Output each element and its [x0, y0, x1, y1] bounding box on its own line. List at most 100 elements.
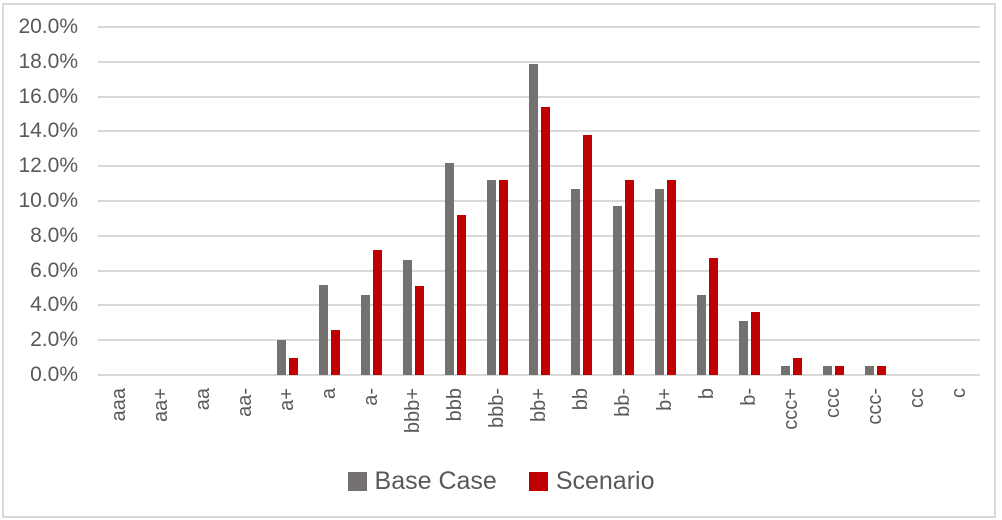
category-cell-aa-: [224, 27, 266, 375]
gridline-4.0%: [98, 304, 980, 307]
x-tick-label-bb: bb: [570, 388, 592, 411]
gridline-6.0%: [98, 269, 980, 272]
gridline-14.0%: [98, 130, 980, 133]
bar-scenario-bb: [582, 134, 592, 375]
gridline-18.0%: [98, 60, 980, 63]
category-cell-bbb+: [392, 27, 434, 375]
x-tick-cell-c: c: [938, 388, 980, 464]
bar-base-case-bb-: [612, 206, 622, 375]
bar-scenario-bbb+: [414, 286, 424, 375]
y-tick-label-12.0%: 12.0%: [18, 154, 78, 178]
x-tick-label-b+: b+: [654, 388, 676, 411]
x-tick-label-a: a: [318, 388, 340, 400]
bar-base-case-ccc: [822, 366, 832, 375]
category-cell-aa: [182, 27, 224, 375]
bar-base-case-ccc+: [780, 366, 790, 375]
category-cell-ccc: [812, 27, 854, 375]
bar-base-case-ccc-: [864, 366, 874, 375]
bar-base-case-bb+: [528, 63, 538, 375]
x-tick-cell-ccc+: ccc+: [770, 388, 812, 464]
x-tick-label-bb-: bb-: [612, 388, 634, 417]
gridline-16.0%: [98, 95, 980, 98]
legend-item-base-case: Base Case: [347, 466, 497, 496]
x-tick-cell-a+: a+: [266, 388, 308, 464]
bar-base-case-bbb: [444, 162, 454, 375]
y-tick-label-14.0%: 14.0%: [18, 119, 78, 143]
y-tick-label-16.0%: 16.0%: [18, 84, 78, 108]
gridline-20.0%: [98, 26, 980, 28]
x-tick-cell-a-: a-: [350, 388, 392, 464]
x-tick-label-b-: b-: [738, 388, 760, 406]
bar-scenario-bb-: [624, 180, 634, 375]
x-tick-label-cc: cc: [906, 388, 928, 408]
x-tick-cell-bbb+: bbb+: [392, 388, 434, 464]
x-tick-label-b: b: [695, 388, 718, 400]
category-cell-a-: [350, 27, 392, 375]
bar-scenario-bb+: [540, 107, 550, 375]
bar-base-case-bb: [570, 188, 580, 375]
bar-base-case-b-: [738, 321, 748, 375]
category-cell-c: [938, 27, 980, 375]
x-tick-cell-bbb-: bbb-: [476, 388, 518, 464]
legend-label-scenario: Scenario: [555, 467, 655, 495]
x-tick-cell-cc: cc: [896, 388, 938, 464]
x-tick-label-aa-: aa-: [234, 388, 256, 417]
legend-item-scenario: Scenario: [528, 466, 655, 496]
x-tick-cell-aa-: aa-: [224, 388, 266, 464]
x-tick-cell-b+: b+: [644, 388, 686, 464]
bar-base-case-b+: [654, 188, 664, 375]
bar-base-case-a-: [360, 294, 370, 375]
category-cell-a: [308, 27, 350, 375]
x-tick-cell-ccc: ccc: [812, 388, 854, 464]
y-tick-label-2.0%: 2.0%: [30, 328, 78, 352]
y-tick-label-4.0%: 4.0%: [30, 293, 78, 317]
category-cell-bb: [560, 27, 602, 375]
bar-scenario-b+: [666, 180, 676, 375]
x-tick-cell-bbb: bbb: [434, 388, 476, 464]
x-tick-cell-aa+: aa+: [140, 388, 182, 464]
y-tick-label-8.0%: 8.0%: [30, 223, 78, 247]
category-cell-aa+: [140, 27, 182, 375]
x-tick-cell-aa: aa: [182, 388, 224, 464]
bar-scenario-b-: [750, 312, 760, 375]
y-axis-labels: 0.0% 2.0% 4.0% 6.0% 8.0% 10.0% 12.0% 14.0% 16.0%…: [0, 15, 80, 386]
gridline-12.0%: [98, 165, 980, 168]
x-tick-cell-bb: bb: [560, 388, 602, 464]
x-tick-label-bbb+: bbb+: [401, 388, 424, 434]
y-tick-label-0.0%: 0.0%: [30, 363, 78, 386]
x-tick-label-bb+: bb+: [528, 388, 550, 422]
bar-scenario-ccc: [834, 366, 844, 375]
category-cell-b-: [728, 27, 770, 375]
bar-scenario-bbb: [456, 214, 466, 375]
x-tick-label-aaa: aaa: [108, 388, 130, 422]
gridline-0.0%: [98, 374, 980, 376]
legend-swatch-base-case: [347, 471, 367, 491]
x-tick-label-aa: aa: [192, 388, 214, 411]
bar-scenario-b: [708, 258, 718, 375]
legend: Base Case Scenario: [0, 466, 1002, 496]
y-tick-label-6.0%: 6.0%: [30, 258, 78, 282]
x-tick-cell-b: b: [686, 388, 728, 464]
category-cell-aaa: [98, 27, 140, 375]
bars-row: [98, 27, 980, 375]
category-cell-cc: [896, 27, 938, 375]
gridline-8.0%: [98, 234, 980, 237]
x-axis-labels: aaa aa+ aa aa-a+ a a-bbb+ bbb bbb-bb+ bb bb-b+ b b-…: [98, 388, 980, 464]
x-tick-label-ccc: ccc: [822, 388, 844, 418]
x-tick-cell-b-: b-: [728, 388, 770, 464]
bar-scenario-a: [330, 329, 340, 375]
category-cell-ccc-: [854, 27, 896, 375]
x-tick-cell-a: a: [308, 388, 350, 464]
category-cell-bb+: [518, 27, 560, 375]
category-cell-bbb-: [476, 27, 518, 375]
x-tick-label-ccc+: ccc+: [780, 388, 802, 430]
bar-scenario-a+: [288, 357, 298, 375]
x-tick-label-a-: a-: [360, 388, 382, 406]
x-tick-label-bbb: bbb: [444, 388, 466, 422]
y-tick-label-20.0%: 20.0%: [18, 15, 78, 38]
category-cell-bb-: [602, 27, 644, 375]
x-tick-cell-bb-: bb-: [602, 388, 644, 464]
x-tick-label-ccc-: ccc-: [864, 388, 886, 425]
category-cell-a+: [266, 27, 308, 375]
gridline-10.0%: [98, 200, 980, 202]
